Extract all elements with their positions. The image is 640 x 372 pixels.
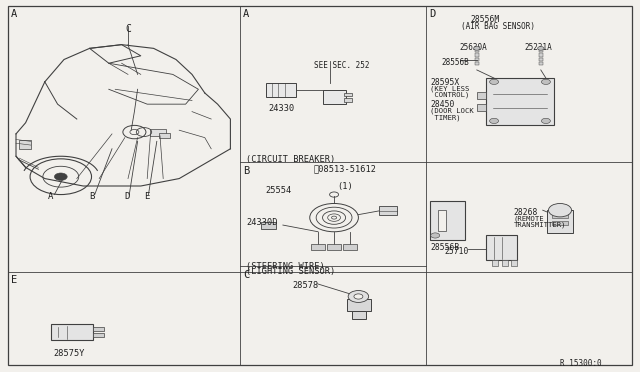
Bar <box>266 83 296 97</box>
Text: 25554: 25554 <box>265 186 291 195</box>
Circle shape <box>474 46 480 50</box>
Text: E: E <box>144 192 149 201</box>
Text: 28595X: 28595X <box>430 78 460 87</box>
Bar <box>438 210 446 231</box>
Circle shape <box>541 118 550 124</box>
Text: 25710: 25710 <box>445 247 469 256</box>
Text: (1): (1) <box>337 182 353 190</box>
Bar <box>261 222 276 229</box>
Text: D: D <box>125 192 130 201</box>
Text: 25630A: 25630A <box>460 43 487 52</box>
Bar <box>539 53 543 57</box>
Text: R 15300:0: R 15300:0 <box>560 359 602 368</box>
Bar <box>93 327 104 331</box>
Text: A: A <box>11 9 17 19</box>
Bar <box>477 92 486 99</box>
Text: (STEERING WIRE): (STEERING WIRE) <box>246 262 325 270</box>
Bar <box>159 133 170 138</box>
Text: A: A <box>48 192 53 201</box>
Text: 24330: 24330 <box>268 104 294 113</box>
Bar <box>19 140 31 149</box>
Bar <box>547 210 573 232</box>
Text: (DOOR LOCK: (DOOR LOCK <box>430 108 474 114</box>
Circle shape <box>431 233 440 238</box>
Text: A: A <box>243 9 250 19</box>
Text: SEE SEC. 252: SEE SEC. 252 <box>314 61 369 70</box>
Bar <box>93 333 104 337</box>
Circle shape <box>354 294 363 299</box>
Bar <box>477 104 486 111</box>
Text: 24330D: 24330D <box>246 218 278 227</box>
Text: (AIR BAG SENSOR): (AIR BAG SENSOR) <box>461 22 535 31</box>
Text: (REMOTE: (REMOTE <box>514 215 545 221</box>
Circle shape <box>54 173 67 180</box>
Bar <box>323 90 346 104</box>
Circle shape <box>348 291 369 302</box>
Bar <box>492 260 498 266</box>
Bar <box>511 260 517 266</box>
Bar <box>539 58 543 61</box>
Bar <box>344 93 352 96</box>
Bar <box>344 98 352 102</box>
Bar <box>311 244 325 250</box>
Text: D: D <box>429 9 435 19</box>
Text: C: C <box>125 24 131 34</box>
Bar <box>430 201 465 240</box>
Text: 25231A: 25231A <box>525 43 552 52</box>
Text: (KEY LESS: (KEY LESS <box>430 86 470 92</box>
Text: TRANSMITTER): TRANSMITTER) <box>514 221 566 228</box>
Bar <box>486 78 554 125</box>
Bar <box>475 53 479 57</box>
Circle shape <box>541 79 550 84</box>
Text: 28268: 28268 <box>514 208 538 217</box>
Circle shape <box>490 79 499 84</box>
Text: 28556B: 28556B <box>430 243 460 251</box>
Text: E: E <box>11 275 17 285</box>
Text: 28556B: 28556B <box>442 58 469 67</box>
Bar <box>51 324 93 340</box>
Bar <box>475 49 479 52</box>
Text: B: B <box>90 192 95 201</box>
Bar <box>327 244 341 250</box>
Bar <box>539 49 543 52</box>
Text: 28556M: 28556M <box>470 15 500 24</box>
Text: C: C <box>243 270 250 280</box>
Text: TIMER): TIMER) <box>430 114 461 121</box>
Text: 28578: 28578 <box>292 281 319 290</box>
Text: CONTROL): CONTROL) <box>430 92 470 98</box>
Text: 28450: 28450 <box>430 100 454 109</box>
Bar <box>347 299 371 311</box>
Bar <box>475 58 479 61</box>
Bar <box>486 235 517 260</box>
Bar <box>150 129 166 136</box>
Text: B: B <box>243 166 250 176</box>
Bar <box>552 212 568 218</box>
Text: (LIGHTING SENSOR): (LIGHTING SENSOR) <box>246 267 335 276</box>
Circle shape <box>538 46 544 50</box>
Bar <box>502 260 508 266</box>
Bar <box>343 244 357 250</box>
Text: 28575Y: 28575Y <box>54 349 85 357</box>
Polygon shape <box>474 154 563 180</box>
Text: Ⓝ08513-51612: Ⓝ08513-51612 <box>314 164 376 173</box>
Circle shape <box>548 203 572 217</box>
Bar <box>352 311 366 319</box>
Bar <box>475 62 479 65</box>
Circle shape <box>490 118 499 124</box>
Bar <box>379 206 397 215</box>
Bar <box>552 221 568 225</box>
Text: (CIRCUIT BREAKER): (CIRCUIT BREAKER) <box>246 155 335 164</box>
Bar <box>539 62 543 65</box>
